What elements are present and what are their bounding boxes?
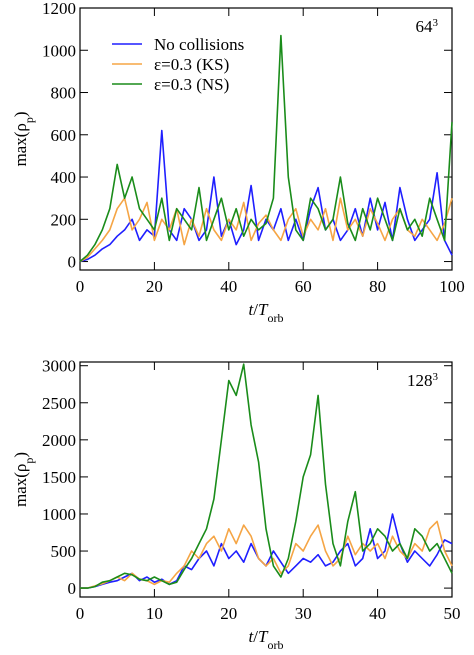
y-tick-label: 1200 — [42, 0, 76, 18]
y-axis-label-part: max(ρ — [11, 464, 30, 507]
y-tick-label: 800 — [51, 84, 77, 103]
x-tick-label: 0 — [76, 604, 85, 623]
x-axis-label: t/Torb — [249, 300, 284, 325]
x-tick-label: 100 — [439, 277, 465, 296]
x-axis-label-part: orb — [267, 638, 283, 652]
x-axis-label: t/Torb — [249, 627, 284, 652]
resolution-label-part: 3 — [433, 371, 439, 383]
legend-label: No collisions — [154, 35, 244, 54]
y-tick-label: 0 — [68, 579, 77, 598]
y-tick-label: 1000 — [42, 41, 76, 60]
x-tick-label: 60 — [295, 277, 312, 296]
legend-label: ε=0.3 (KS) — [154, 55, 229, 74]
resolution-label: 1283 — [407, 371, 439, 390]
x-axis-label-part: orb — [267, 311, 283, 325]
x-axis-label-part: T — [258, 627, 269, 646]
x-axis-label-part: / — [253, 300, 258, 319]
x-axis-label-part: / — [253, 627, 258, 646]
y-axis-label-part: max(ρ — [11, 123, 30, 166]
x-tick-label: 50 — [444, 604, 461, 623]
y-tick-label: 1500 — [42, 468, 76, 487]
y-axis-label-part: ) — [11, 111, 30, 117]
y-tick-label: 600 — [51, 126, 77, 145]
y-axis-label-part: ) — [11, 452, 30, 458]
data-line — [79, 197, 453, 263]
plot-frame — [79, 7, 453, 271]
y-tick-label: 400 — [51, 168, 77, 187]
x-tick-label: 80 — [369, 277, 386, 296]
y-tick-label: 1000 — [42, 505, 76, 524]
plot-frame — [79, 361, 453, 598]
x-tick-label: 10 — [146, 604, 163, 623]
y-tick-label: 0 — [68, 253, 77, 272]
resolution-label-part: 128 — [407, 371, 433, 390]
x-axis-label-part: T — [258, 300, 269, 319]
y-tick-label: 2500 — [42, 394, 76, 413]
data-line — [80, 363, 453, 589]
y-axis-label-part: p — [22, 117, 36, 123]
resolution-label-part: 3 — [433, 17, 439, 29]
y-tick-label: 3000 — [42, 357, 76, 376]
y-axis-label-part: p — [22, 458, 36, 464]
x-axis-label-part: t — [249, 627, 255, 646]
y-axis-label: max(ρp) — [11, 452, 36, 507]
x-tick-label: 30 — [295, 604, 312, 623]
x-tick-label: 40 — [220, 277, 237, 296]
x-tick-label: 40 — [369, 604, 386, 623]
y-tick-label: 200 — [51, 210, 77, 229]
x-tick-label: 20 — [146, 277, 163, 296]
y-tick-label: 500 — [51, 542, 77, 561]
legend-label: ε=0.3 (NS) — [154, 75, 229, 94]
x-axis-label-part: t — [249, 300, 255, 319]
resolution-label-part: 64 — [416, 17, 434, 36]
data-line — [79, 34, 453, 263]
y-tick-label: 2000 — [42, 431, 76, 450]
resolution-label: 643 — [416, 17, 439, 36]
x-tick-label: 0 — [76, 277, 85, 296]
x-tick-label: 20 — [220, 604, 237, 623]
y-axis-label: max(ρp) — [11, 111, 36, 166]
